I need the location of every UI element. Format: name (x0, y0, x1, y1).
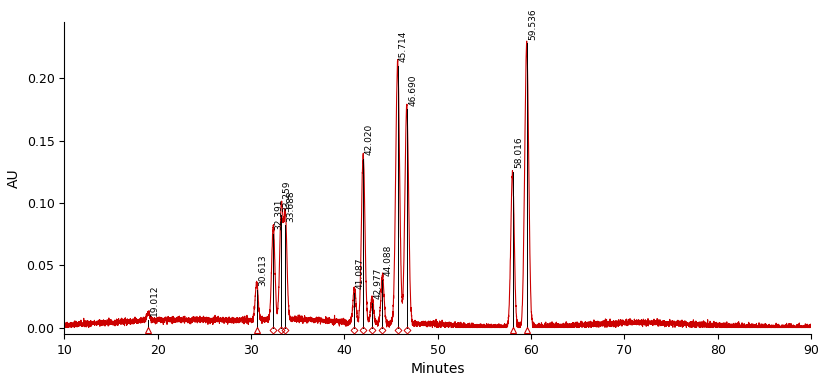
Text: 33.259: 33.259 (282, 180, 292, 211)
Text: 44.088: 44.088 (384, 245, 393, 277)
Text: 42.977: 42.977 (373, 267, 382, 299)
Text: 41.087: 41.087 (356, 257, 365, 289)
Text: 46.690: 46.690 (408, 74, 417, 106)
Text: 32.391: 32.391 (275, 199, 283, 230)
X-axis label: Minutes: Minutes (411, 362, 465, 376)
Text: 19.012: 19.012 (150, 285, 159, 316)
Text: 30.613: 30.613 (258, 255, 267, 286)
Text: 59.536: 59.536 (528, 8, 537, 39)
Text: 42.020: 42.020 (364, 124, 373, 155)
Text: 58.016: 58.016 (514, 136, 523, 168)
Text: 33.688: 33.688 (287, 190, 296, 221)
Text: 45.714: 45.714 (399, 31, 408, 62)
Y-axis label: AU: AU (7, 168, 21, 188)
